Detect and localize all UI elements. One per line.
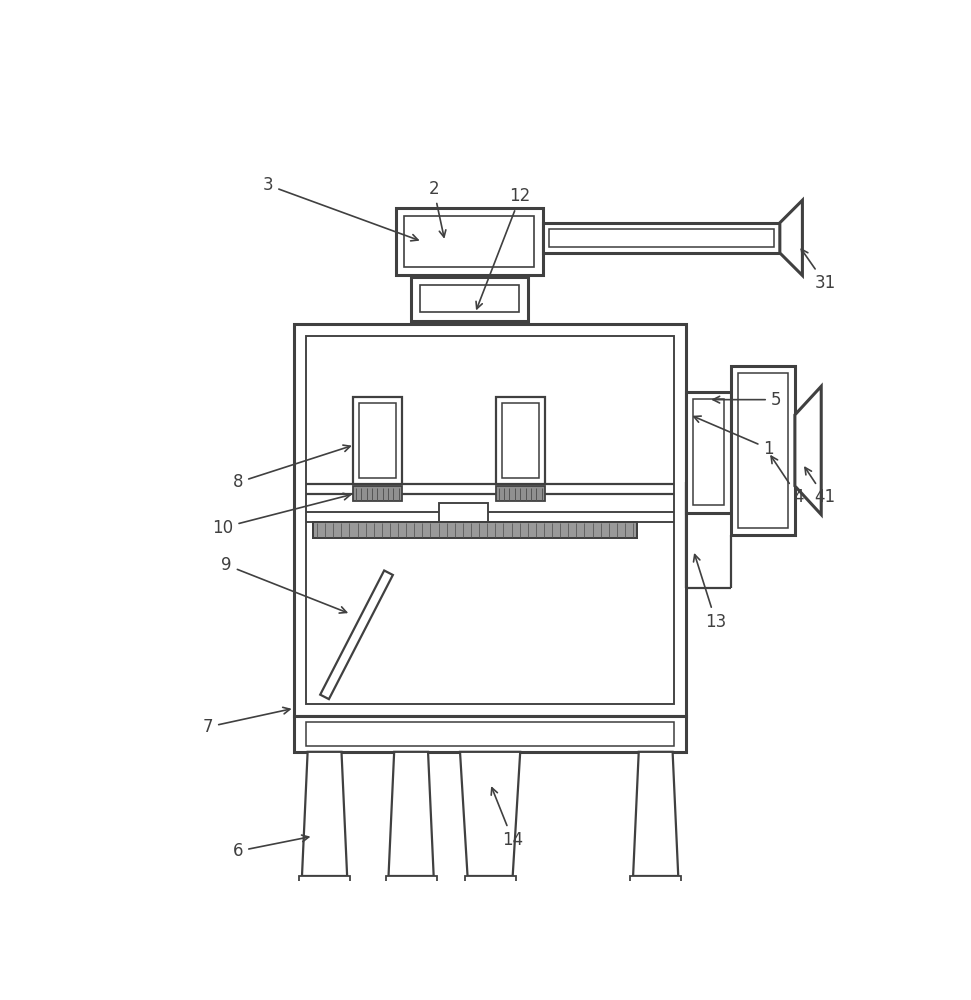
Bar — [496, 486, 545, 501]
Bar — [294, 716, 686, 752]
Text: 5: 5 — [713, 391, 782, 409]
Text: 7: 7 — [203, 707, 290, 736]
Bar — [419, 285, 519, 312]
Bar — [630, 876, 682, 884]
Bar — [405, 216, 534, 267]
Bar — [731, 366, 795, 535]
Bar — [738, 373, 787, 528]
Polygon shape — [633, 752, 678, 876]
Text: 14: 14 — [491, 788, 523, 849]
Text: 9: 9 — [221, 556, 347, 613]
Bar — [396, 208, 543, 275]
Text: 41: 41 — [805, 467, 836, 506]
Bar — [359, 403, 395, 478]
Polygon shape — [302, 752, 348, 876]
Bar — [502, 403, 539, 478]
Polygon shape — [780, 200, 802, 275]
Bar — [299, 876, 351, 884]
Text: 31: 31 — [801, 249, 836, 292]
Polygon shape — [388, 752, 434, 876]
Text: 1: 1 — [694, 416, 774, 458]
Bar — [411, 277, 528, 321]
Bar — [314, 522, 637, 538]
Text: 13: 13 — [693, 555, 726, 631]
Bar — [385, 876, 437, 884]
Bar — [439, 503, 488, 529]
Bar — [352, 486, 402, 501]
Text: 10: 10 — [213, 493, 351, 537]
Polygon shape — [460, 752, 520, 876]
Bar — [686, 392, 731, 513]
Text: 6: 6 — [233, 835, 309, 860]
Text: 2: 2 — [428, 180, 446, 237]
Bar — [549, 229, 774, 247]
Text: 3: 3 — [263, 176, 419, 241]
Bar — [294, 324, 686, 716]
Bar — [352, 397, 402, 484]
Bar — [307, 722, 674, 746]
Bar — [693, 399, 723, 505]
Polygon shape — [320, 570, 393, 699]
Bar — [307, 336, 674, 704]
Bar — [496, 397, 545, 484]
Bar — [543, 223, 780, 253]
Bar — [464, 876, 516, 884]
Text: 8: 8 — [233, 445, 351, 491]
Text: 12: 12 — [476, 187, 531, 309]
Polygon shape — [795, 386, 821, 515]
Text: 4: 4 — [771, 456, 804, 506]
